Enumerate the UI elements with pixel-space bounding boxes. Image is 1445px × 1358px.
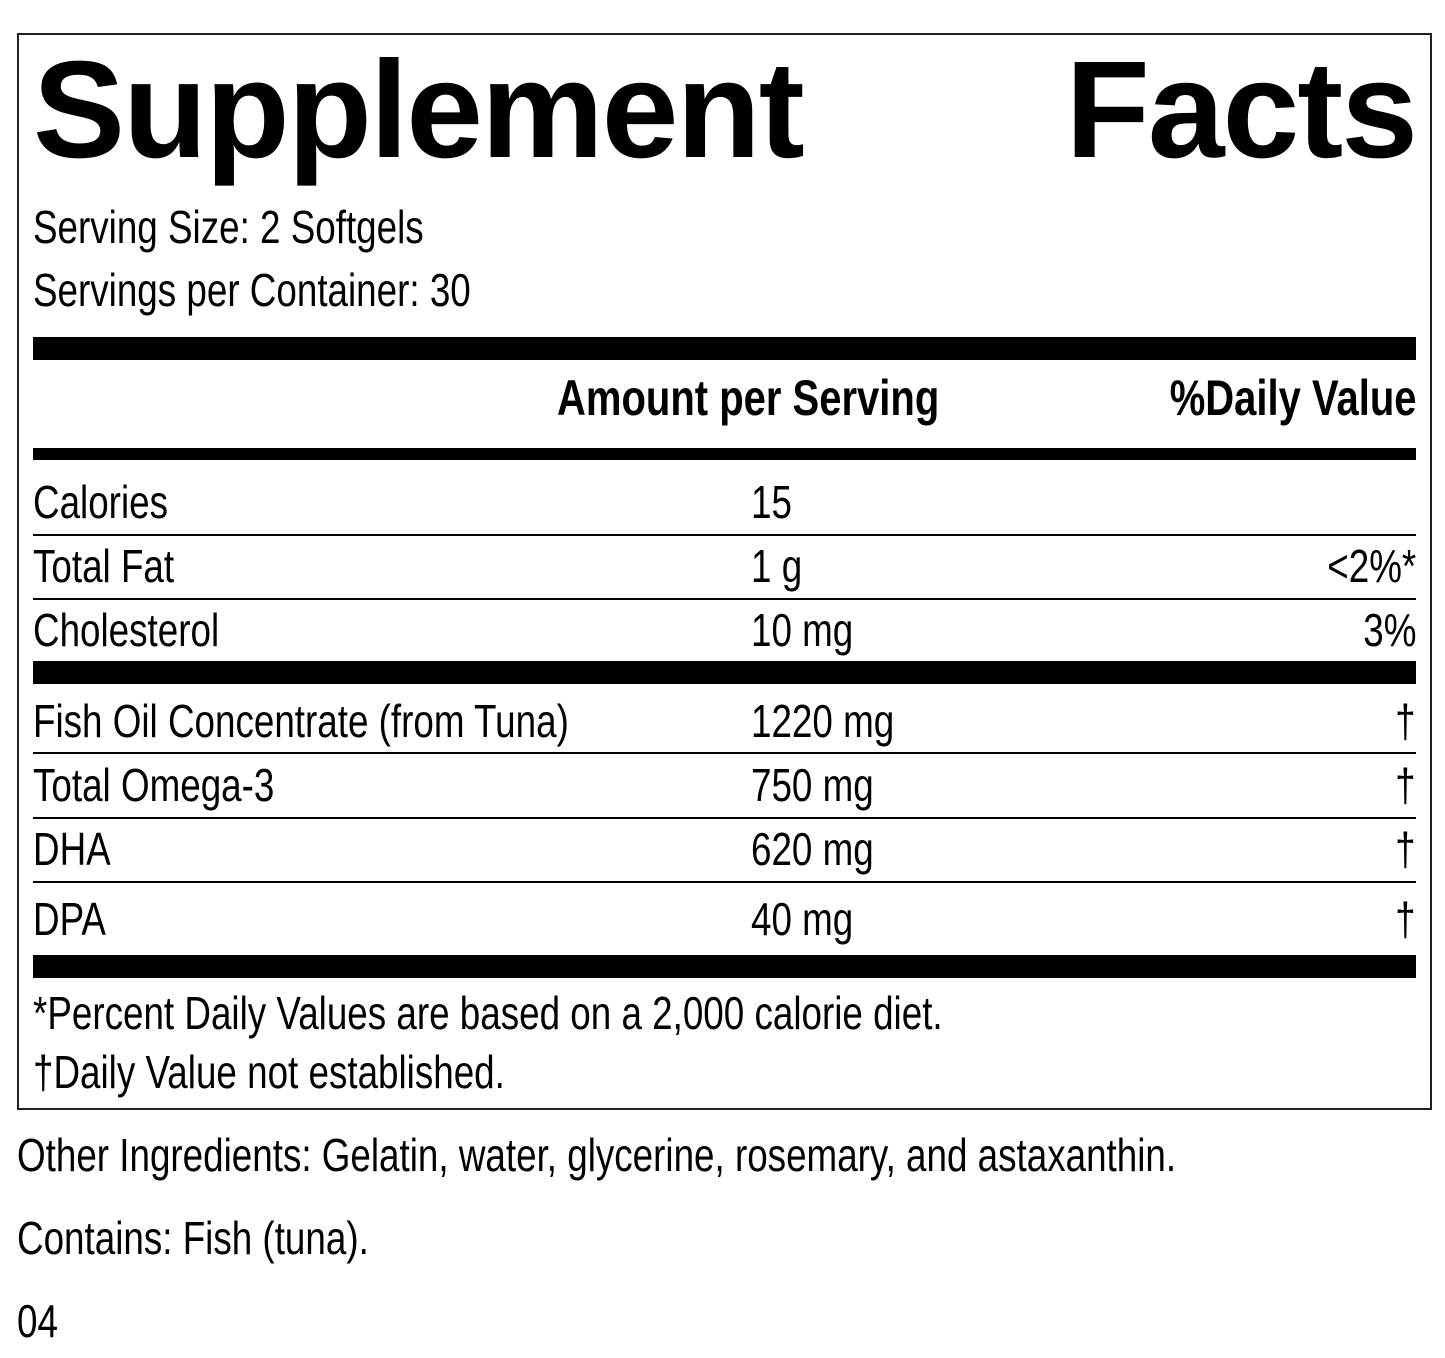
serving-size: Serving Size: 2 Softgels — [33, 201, 424, 253]
thick-rule — [33, 661, 1416, 684]
nutrient-amount: 15 — [751, 476, 792, 528]
thin-rule — [33, 752, 1416, 754]
nutrient-daily-value: † — [1395, 823, 1416, 875]
daily-value-header: %Daily Value — [1169, 370, 1416, 426]
nutrient-name: DPA — [33, 893, 106, 945]
nutrient-name: Total Omega-3 — [33, 759, 275, 811]
thin-rule — [33, 881, 1416, 883]
nutrient-amount: 10 mg — [751, 604, 854, 656]
thin-rule — [33, 817, 1416, 819]
nutrient-amount: 40 mg — [751, 893, 854, 945]
nutrient-amount: 1220 mg — [751, 695, 895, 747]
footnote: *Percent Daily Values are based on a 2,0… — [33, 987, 943, 1039]
amount-header: Amount per Serving — [557, 370, 940, 426]
nutrient-name: Total Fat — [33, 540, 175, 592]
thin-rule — [33, 534, 1416, 536]
medium-rule — [33, 448, 1416, 460]
nutrient-daily-value: † — [1395, 759, 1416, 811]
nutrient-amount: 1 g — [751, 540, 803, 592]
servings-per-container: Servings per Container: 30 — [33, 264, 471, 316]
thick-rule — [33, 955, 1416, 978]
nutrient-daily-value: <2%* — [1327, 540, 1416, 592]
nutrient-amount: 750 mg — [751, 759, 874, 811]
nutrient-daily-value: † — [1395, 695, 1416, 747]
nutrient-name: Cholesterol — [33, 604, 220, 656]
nutrient-daily-value: 3% — [1362, 604, 1416, 656]
nutrient-amount: 620 mg — [751, 823, 874, 875]
nutrient-name: DHA — [33, 823, 111, 875]
footnote: †Daily Value not established. — [33, 1046, 505, 1098]
nutrient-name: Fish Oil Concentrate (from Tuna) — [33, 695, 569, 747]
nutrient-daily-value: † — [1395, 893, 1416, 945]
label-box — [17, 33, 1432, 1110]
title: Supplement Facts — [33, 33, 1418, 187]
code: 04 — [17, 1295, 58, 1347]
thin-rule — [33, 598, 1416, 600]
thick-rule — [33, 337, 1416, 360]
other-ingredients: Other Ingredients: Gelatin, water, glyce… — [17, 1129, 1177, 1181]
contains: Contains: Fish (tuna). — [17, 1212, 369, 1264]
nutrient-name: Calories — [33, 476, 168, 528]
